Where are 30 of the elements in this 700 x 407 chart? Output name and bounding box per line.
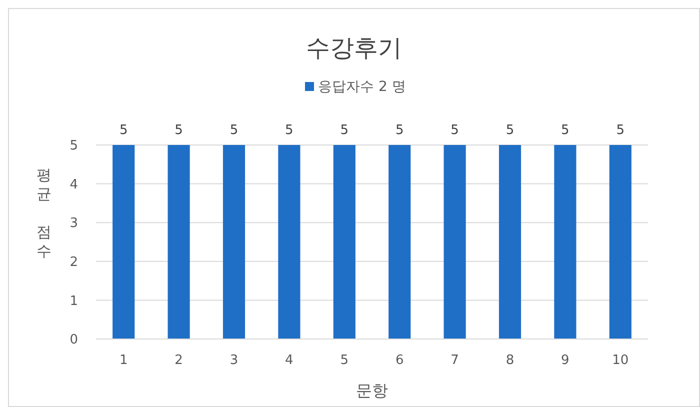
- y-tick-label: 0: [70, 332, 78, 348]
- y-tick-label: 3: [70, 216, 78, 232]
- chart-title: 수강후기: [306, 34, 402, 62]
- y-tick-label: 1: [70, 294, 78, 309]
- x-tick-label: 2: [174, 353, 183, 368]
- data-label: 5: [230, 123, 238, 138]
- data-label: 5: [395, 123, 404, 138]
- x-tick-label: 10: [612, 353, 629, 368]
- x-tick-label: 7: [450, 353, 459, 368]
- data-label: 5: [616, 123, 625, 138]
- data-label: 5: [561, 123, 570, 138]
- text: 평균 점수: [36, 166, 52, 260]
- data-label: 5: [285, 123, 294, 138]
- legend-label: 응답자수 2 명: [318, 79, 406, 95]
- data-label: 5: [340, 123, 349, 138]
- x-tick-label: 6: [395, 353, 404, 368]
- y-tick-label: 2: [70, 254, 78, 270]
- data-label: 5: [506, 123, 514, 138]
- x-tick-label: 5: [340, 353, 349, 368]
- y-tick-label: 5: [70, 138, 78, 154]
- y-tick-label: 4: [70, 177, 78, 192]
- x-tick-label: 8: [506, 353, 514, 368]
- x-tick-label: 3: [230, 353, 238, 368]
- data-label: 5: [174, 123, 183, 138]
- x-tick-label: 9: [561, 353, 570, 368]
- x-tick-label: 4: [285, 353, 294, 368]
- data-label: 5: [450, 123, 459, 138]
- data-label: 5: [119, 123, 128, 138]
- x-tick-label: 1: [119, 353, 128, 368]
- x-axis-title: 문항: [356, 381, 388, 400]
